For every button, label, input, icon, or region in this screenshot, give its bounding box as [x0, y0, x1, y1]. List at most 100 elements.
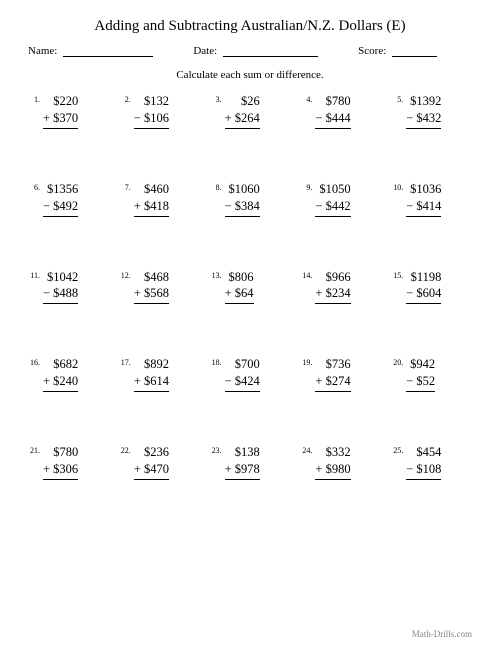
operand-a: $700 — [225, 356, 260, 373]
problem-cell: 23.$138+ $978 — [210, 444, 291, 480]
problem-number: 17. — [119, 356, 131, 367]
operand-b: + $418 — [134, 198, 169, 217]
problem-number: 6. — [28, 181, 40, 192]
score-input-line[interactable] — [392, 45, 437, 57]
operand-a: $780 — [43, 444, 78, 461]
problem-cell: 17.$892+ $614 — [119, 356, 200, 392]
problem-math: $1050− $442 — [315, 181, 350, 217]
operand-a: $806 — [225, 269, 254, 286]
problem-number: 1. — [28, 93, 40, 104]
problem-number: 11. — [28, 269, 40, 280]
operand-a: $1050 — [315, 181, 350, 198]
problem-cell: 6.$1356− $492 — [28, 181, 109, 217]
problem-cell: 25.$454− $108 — [391, 444, 472, 480]
operand-a: $138 — [225, 444, 260, 461]
problem-cell: 8.$1060− $384 — [210, 181, 291, 217]
date-label: Date: — [193, 45, 217, 57]
problem-math: $468+ $568 — [134, 269, 169, 305]
operand-b: − $432 — [406, 110, 441, 129]
operand-a: $1042 — [43, 269, 78, 286]
operand-b: − $604 — [406, 285, 441, 304]
problem-cell: 18.$700− $424 — [210, 356, 291, 392]
problem-math: $1060− $384 — [225, 181, 260, 217]
problem-math: $1036− $414 — [406, 181, 441, 217]
problem-cell: 14.$966+ $234 — [300, 269, 381, 305]
operand-b: − $384 — [225, 198, 260, 217]
operand-b: + $240 — [43, 373, 78, 392]
instruction-text: Calculate each sum or difference. — [28, 69, 472, 81]
operand-b: − $442 — [315, 198, 350, 217]
problem-number: 15. — [391, 269, 403, 280]
operand-b: − $108 — [406, 461, 441, 480]
operand-b: − $444 — [315, 110, 350, 129]
problem-math: $736+ $274 — [315, 356, 350, 392]
name-input-line[interactable] — [63, 45, 153, 57]
problem-number: 4. — [300, 93, 312, 104]
problem-cell: 5.$1392− $432 — [391, 93, 472, 129]
operand-b: + $264 — [225, 110, 260, 129]
operand-a: $468 — [134, 269, 169, 286]
operand-b: − $52 — [406, 373, 435, 392]
problem-cell: 15.$1198− $604 — [391, 269, 472, 305]
operand-b: − $106 — [134, 110, 169, 129]
problem-math: $1198− $604 — [406, 269, 441, 305]
operand-a: $942 — [406, 356, 435, 373]
problem-number: 18. — [210, 356, 222, 367]
problem-number: 13. — [210, 269, 222, 280]
problem-math: $1392− $432 — [406, 93, 441, 129]
problem-math: $892+ $614 — [134, 356, 169, 392]
problem-cell: 10.$1036− $414 — [391, 181, 472, 217]
score-label: Score: — [358, 45, 386, 57]
problem-cell: 12.$468+ $568 — [119, 269, 200, 305]
problem-cell: 22.$236+ $470 — [119, 444, 200, 480]
problem-cell: 19.$736+ $274 — [300, 356, 381, 392]
problem-number: 23. — [210, 444, 222, 455]
operand-b: + $568 — [134, 285, 169, 304]
problem-number: 10. — [391, 181, 403, 192]
name-label: Name: — [28, 45, 57, 57]
problem-math: $780− $444 — [315, 93, 350, 129]
problem-math: $806+ $64 — [225, 269, 254, 305]
operand-a: $780 — [315, 93, 350, 110]
problem-number: 3. — [210, 93, 222, 104]
problem-math: $682+ $240 — [43, 356, 78, 392]
operand-b: + $274 — [315, 373, 350, 392]
problem-number: 7. — [119, 181, 131, 192]
operand-a: $220 — [43, 93, 78, 110]
problem-math: $942− $52 — [406, 356, 435, 392]
problem-number: 14. — [300, 269, 312, 280]
operand-b: + $306 — [43, 461, 78, 480]
problem-math: $220+ $370 — [43, 93, 78, 129]
problem-cell: 13.$806+ $64 — [210, 269, 291, 305]
problem-cell: 1.$220+ $370 — [28, 93, 109, 129]
problem-math: $700− $424 — [225, 356, 260, 392]
operand-b: + $978 — [225, 461, 260, 480]
problem-cell: 21.$780+ $306 — [28, 444, 109, 480]
operand-b: − $492 — [43, 198, 78, 217]
problem-math: $780+ $306 — [43, 444, 78, 480]
operand-b: − $488 — [43, 285, 78, 304]
date-input-line[interactable] — [223, 45, 318, 57]
problem-cell: 20.$942− $52 — [391, 356, 472, 392]
operand-b: + $980 — [315, 461, 350, 480]
problem-cell: 9.$1050− $442 — [300, 181, 381, 217]
problem-number: 12. — [119, 269, 131, 280]
problem-math: $460+ $418 — [134, 181, 169, 217]
operand-a: $236 — [134, 444, 169, 461]
problem-number: 24. — [300, 444, 312, 455]
footer-text: Math-Drills.com — [412, 629, 472, 639]
operand-b: + $370 — [43, 110, 78, 129]
worksheet-page: Adding and Subtracting Australian/N.Z. D… — [0, 0, 500, 647]
problem-cell: 24.$332+ $980 — [300, 444, 381, 480]
operand-a: $454 — [406, 444, 441, 461]
operand-a: $132 — [134, 93, 169, 110]
problem-math: $26+ $264 — [225, 93, 260, 129]
problem-number: 2. — [119, 93, 131, 104]
operand-a: $332 — [315, 444, 350, 461]
problem-math: $966+ $234 — [315, 269, 350, 305]
problem-number: 19. — [300, 356, 312, 367]
problem-number: 8. — [210, 181, 222, 192]
problem-cell: 11.$1042− $488 — [28, 269, 109, 305]
operand-a: $682 — [43, 356, 78, 373]
problem-number: 5. — [391, 93, 403, 104]
